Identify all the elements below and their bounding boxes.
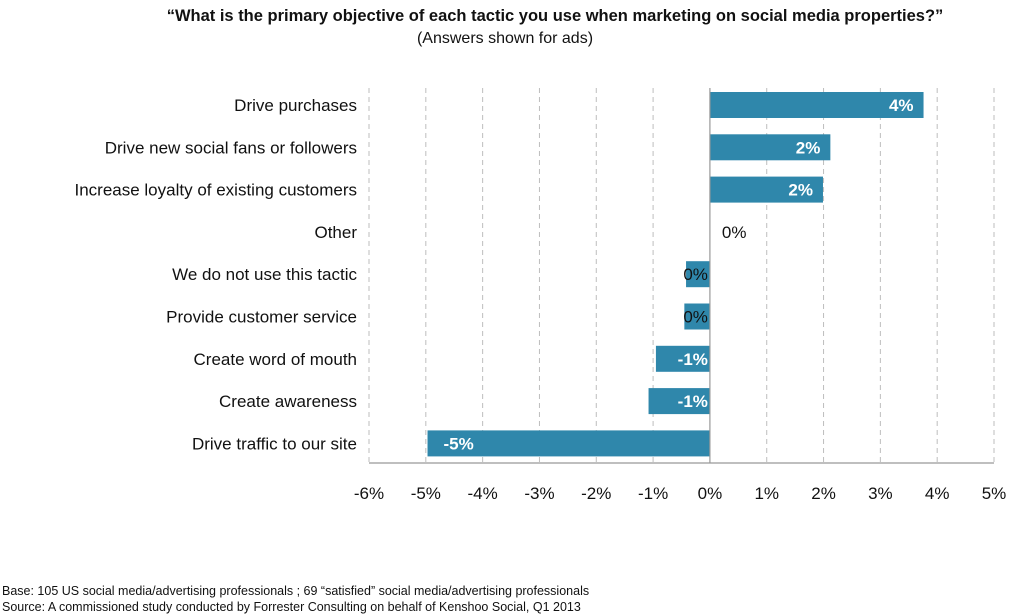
category-label: Other: [314, 223, 357, 242]
x-tick-label: 3%: [868, 484, 893, 503]
data-label: -5%: [444, 434, 474, 453]
data-label: 2%: [796, 138, 821, 157]
bar: [655, 345, 710, 372]
data-label: 4%: [889, 96, 914, 115]
category-label: Drive purchases: [234, 96, 357, 115]
category-label: Increase loyalty of existing customers: [74, 181, 357, 200]
x-tick-label: -4%: [468, 484, 498, 503]
bar: [709, 176, 823, 203]
data-label: -1%: [678, 392, 708, 411]
category-label: Drive traffic to our site: [192, 434, 357, 453]
data-label: 0%: [722, 223, 747, 242]
x-tick-label: -6%: [354, 484, 384, 503]
x-tick-label: -1%: [638, 484, 668, 503]
x-tick-label: -2%: [581, 484, 611, 503]
chart-subtitle: (Answers shown for ads): [416, 30, 594, 47]
data-label: 0%: [683, 308, 708, 327]
x-tick-label: -3%: [524, 484, 554, 503]
footnote-source: Source: A commissioned study conducted b…: [2, 600, 581, 614]
chart-title-text: “What is the primary objective of each t…: [166, 7, 944, 25]
bar: [686, 261, 710, 288]
x-tick-label: 5%: [982, 484, 1007, 503]
x-tick-label: -5%: [411, 484, 441, 503]
bar-chart: -6% -5% -4% -3% -2% -1% 0% 1% 2% 3% 4% 5% Drive purc…: [74, 88, 1007, 503]
footnote-base: Base: 105 US social media/advertising pr…: [2, 584, 590, 598]
x-tick-label: 0%: [698, 484, 723, 503]
category-label: We do not use this tactic: [172, 265, 357, 284]
bar: [709, 134, 831, 161]
data-label: -1%: [678, 350, 708, 369]
data-label: 2%: [788, 181, 813, 200]
x-tick-label: 1%: [754, 484, 779, 503]
bar: [684, 303, 710, 330]
data-label: 0%: [683, 265, 708, 284]
category-label: Drive new social fans or followers: [105, 138, 357, 157]
category-label: Provide customer service: [166, 308, 357, 327]
chart-title: “What is the primary objective of each t…: [0, 6, 1024, 26]
bar: [709, 92, 924, 118]
x-tick-label: 2%: [811, 484, 836, 503]
bar: [648, 388, 710, 415]
x-tick-label: 4%: [925, 484, 950, 503]
bar: [427, 430, 710, 457]
category-label: Create awareness: [219, 392, 357, 411]
category-label: Create word of mouth: [194, 350, 357, 369]
